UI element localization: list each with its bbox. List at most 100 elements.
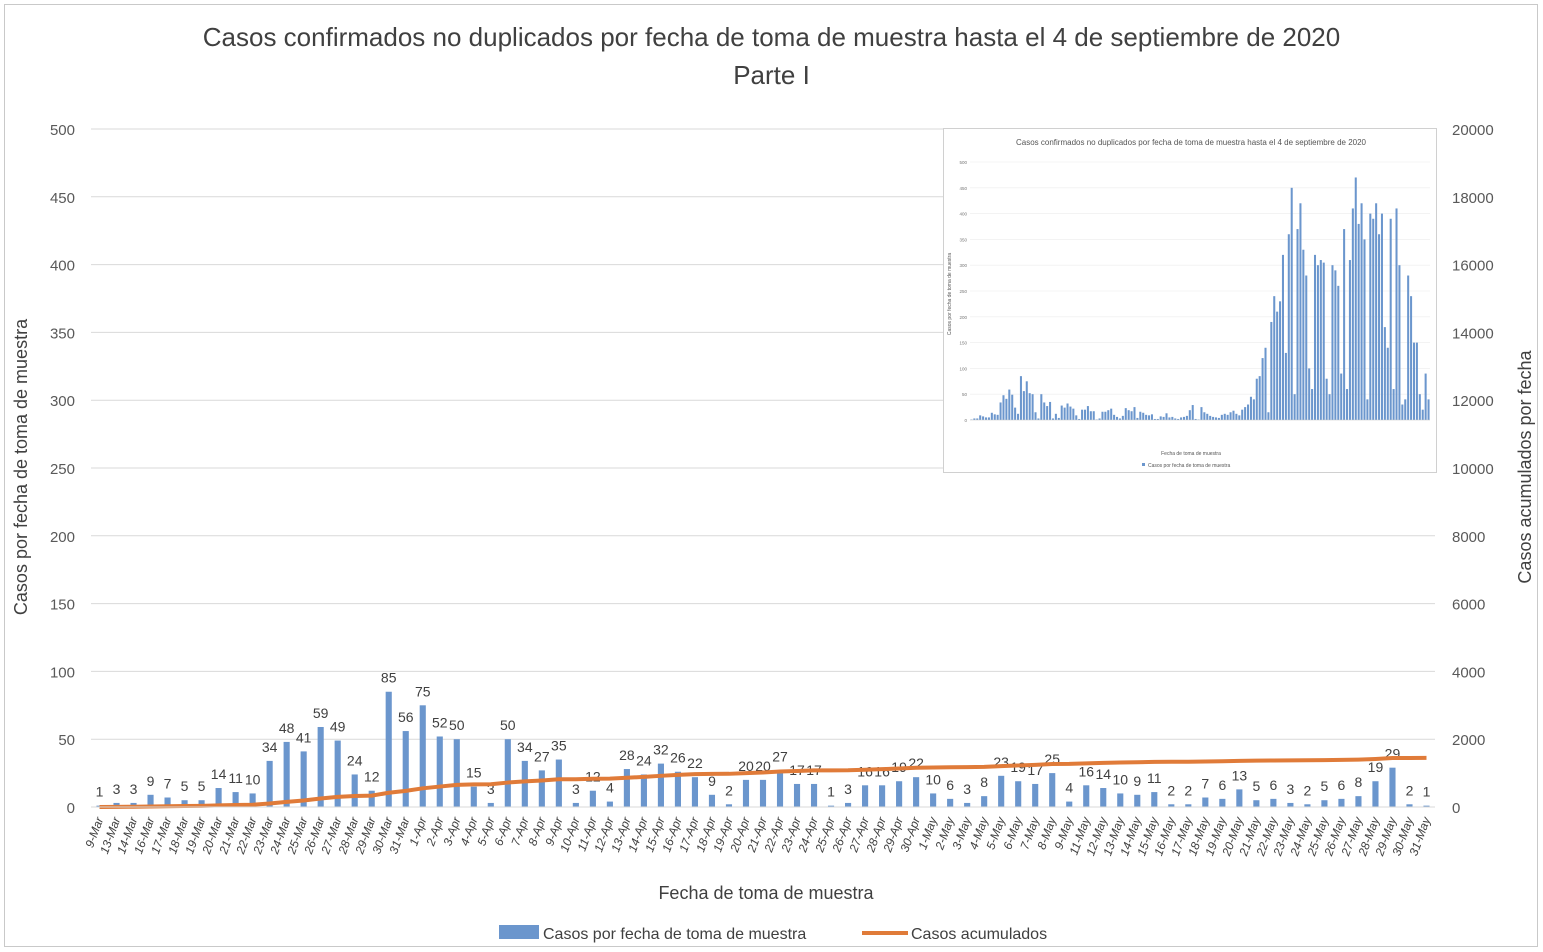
y-axis-title: Casos por fecha de toma de muestra	[11, 318, 31, 615]
legend-bar-label: Casos por fecha de toma de muestra	[543, 926, 806, 943]
inset-bar	[1331, 265, 1334, 420]
inset-bar	[1185, 415, 1188, 420]
inset-bar	[1075, 415, 1078, 420]
inset-bar	[1279, 301, 1282, 420]
inset-bar	[1293, 394, 1296, 420]
inset-bar	[1037, 418, 1040, 420]
bar	[725, 804, 733, 807]
inset-bar	[1162, 416, 1165, 420]
inset-bar	[1360, 203, 1363, 420]
inset-bar	[1092, 411, 1095, 420]
bar	[1117, 793, 1124, 807]
bar	[998, 775, 1005, 807]
inset-bar	[996, 414, 999, 420]
inset-bar	[1427, 399, 1430, 420]
inset-bar	[1153, 418, 1156, 420]
bar	[232, 792, 239, 807]
bar-data-label: 10	[245, 771, 261, 787]
inset-bar	[1049, 401, 1052, 420]
inset-bar	[1200, 407, 1203, 420]
y-tick-label: 400	[50, 258, 75, 275]
inset-bar	[1389, 218, 1392, 420]
inset-bar	[1316, 265, 1319, 420]
bar-data-label: 10	[925, 771, 941, 787]
bar-data-label: 3	[572, 781, 580, 797]
bar	[1032, 783, 1039, 807]
bar	[827, 805, 835, 807]
y-tick-label: 0	[67, 800, 75, 817]
inset-bar	[1348, 260, 1351, 420]
bar	[198, 800, 205, 807]
inset-bar	[1130, 411, 1133, 420]
inset-bar	[1398, 265, 1401, 420]
inset-bar	[1116, 416, 1119, 420]
inset-y-tick-label: 400	[959, 212, 967, 217]
inset-bar	[1308, 368, 1311, 420]
bar	[504, 739, 511, 807]
bar	[1372, 781, 1379, 807]
inset-bar	[1235, 413, 1238, 420]
inset-bar	[1060, 405, 1063, 420]
y-tick-label: 500	[50, 122, 75, 139]
bar-data-label: 49	[330, 719, 346, 735]
bar	[1236, 789, 1243, 807]
bar-data-label: 52	[432, 714, 448, 730]
bar-data-label: 8	[980, 774, 988, 790]
bar-data-label: 14	[1095, 766, 1111, 782]
bar-data-label: 3	[487, 781, 495, 797]
inset-bar	[1083, 409, 1087, 420]
bar	[1270, 798, 1277, 807]
inset-bar	[1313, 254, 1317, 420]
inset-bar	[1421, 409, 1424, 420]
inset-bar	[1139, 411, 1142, 420]
bar-data-label: 75	[415, 683, 431, 699]
inset-bar	[1302, 249, 1305, 420]
bar-data-label: 9	[147, 773, 155, 789]
inset-bar	[1386, 347, 1389, 420]
bar-data-label: 19	[1368, 759, 1384, 775]
inset-bar	[987, 417, 990, 420]
bar	[317, 726, 324, 807]
inset-bar	[973, 418, 976, 420]
bar	[913, 777, 920, 807]
bar-data-label: 22	[687, 755, 703, 771]
inset-bar	[1343, 229, 1346, 420]
inset-bar	[1011, 394, 1014, 420]
bar	[300, 751, 307, 807]
inset-bar	[1022, 391, 1025, 420]
bar	[1338, 798, 1345, 807]
bar	[879, 785, 886, 807]
inset-bar	[1145, 414, 1148, 420]
bar-data-label: 12	[585, 769, 601, 785]
y-axis-left: 0 50 100 150 200 250 300 350 400 450 500	[50, 122, 75, 817]
bar-data-label: 3	[1286, 781, 1294, 797]
bar	[436, 736, 443, 807]
bar-data-label: 9	[708, 773, 716, 789]
inset-bar	[1418, 394, 1421, 420]
bar	[1015, 781, 1022, 807]
bar-data-label: 28	[619, 747, 635, 763]
inset-bar	[1226, 414, 1229, 420]
y2-tick-label: 18000	[1452, 190, 1494, 207]
bar	[1168, 804, 1175, 807]
inset-bar	[1040, 394, 1043, 420]
bar	[1151, 792, 1158, 807]
bar-data-label: 24	[347, 752, 363, 768]
bar	[538, 770, 545, 807]
inset-bar	[1104, 411, 1107, 420]
inset-bar	[984, 417, 988, 420]
inset-bar	[1410, 296, 1413, 420]
inset-bar	[1261, 358, 1264, 420]
bar-data-label: 56	[398, 709, 414, 725]
inset-bar	[1177, 418, 1180, 420]
bar	[555, 759, 562, 807]
inset-bar	[1081, 409, 1084, 420]
inset-bar	[1217, 417, 1220, 420]
y2-tick-label: 2000	[1452, 732, 1485, 749]
bar-data-label: 11	[1147, 770, 1162, 786]
y2-tick-label: 4000	[1452, 664, 1485, 681]
bar-data-label: 85	[381, 670, 397, 686]
x-axis: 9-Mar13-Mar14-Mar16-Mar17-Mar18-Mar19-Ma…	[82, 806, 1435, 859]
inset-bar	[1258, 376, 1261, 420]
bar-data-label: 8	[1355, 774, 1363, 790]
